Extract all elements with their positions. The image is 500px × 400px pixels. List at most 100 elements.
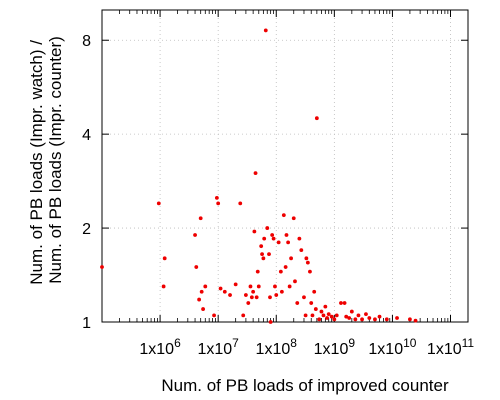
data-point bbox=[295, 301, 300, 305]
data-point bbox=[342, 301, 347, 305]
data-point bbox=[317, 317, 322, 322]
data-point bbox=[262, 236, 267, 241]
y-tick-label: 1 bbox=[82, 315, 91, 332]
data-point bbox=[334, 313, 339, 318]
data-point bbox=[260, 252, 264, 257]
data-point bbox=[259, 244, 264, 249]
data-point bbox=[276, 240, 281, 245]
data-point bbox=[228, 293, 232, 297]
data-point bbox=[162, 256, 167, 261]
data-point bbox=[214, 195, 219, 200]
y-tick-label: 2 bbox=[82, 221, 91, 238]
data-point bbox=[161, 284, 166, 289]
data-point bbox=[222, 289, 227, 294]
data-point bbox=[377, 314, 382, 319]
data-point bbox=[267, 252, 271, 257]
data-point bbox=[353, 317, 358, 322]
data-point bbox=[268, 320, 273, 324]
data-point bbox=[201, 307, 205, 311]
data-point bbox=[265, 226, 270, 230]
data-point bbox=[310, 313, 315, 318]
data-point bbox=[339, 301, 343, 305]
data-point bbox=[293, 279, 297, 284]
data-point bbox=[384, 317, 389, 322]
data-point bbox=[287, 284, 292, 289]
x-tick-label: 1x109 bbox=[314, 336, 356, 358]
data-point bbox=[249, 295, 254, 300]
data-point bbox=[321, 313, 326, 318]
data-point bbox=[243, 293, 248, 297]
data-point bbox=[156, 201, 161, 206]
data-point bbox=[253, 171, 258, 176]
data-point bbox=[299, 248, 304, 252]
data-point bbox=[305, 260, 310, 265]
data-point bbox=[356, 313, 361, 318]
data-point bbox=[289, 256, 293, 261]
data-point bbox=[284, 233, 289, 237]
y-axis-title: Num. of PB loads (Impr. watch) / Num. of… bbox=[27, 35, 65, 284]
data-point bbox=[279, 289, 284, 294]
data-point bbox=[252, 229, 257, 234]
data-point bbox=[197, 297, 202, 302]
data-point bbox=[303, 313, 308, 318]
data-point bbox=[251, 289, 256, 294]
y-axis-title-line-1: Num. of PB loads (Impr. watch) / bbox=[27, 40, 46, 285]
data-point bbox=[198, 216, 203, 221]
data-point bbox=[329, 314, 334, 319]
data-point bbox=[302, 295, 306, 300]
x-axis-title: Num. of PB loads of improved counter bbox=[161, 376, 449, 395]
data-point bbox=[367, 316, 372, 320]
data-point bbox=[273, 284, 277, 289]
data-point bbox=[199, 289, 204, 294]
y-axis-title-line-2: Num. of PB loads (Impr. counter) bbox=[46, 36, 65, 284]
data-point bbox=[261, 256, 266, 261]
data-point bbox=[255, 269, 260, 274]
data-point bbox=[347, 316, 352, 320]
data-point bbox=[194, 265, 199, 269]
data-point bbox=[291, 216, 296, 221]
data-point bbox=[344, 314, 349, 319]
data-point bbox=[256, 284, 261, 289]
data-point bbox=[268, 295, 272, 300]
data-point bbox=[278, 269, 283, 274]
data-point bbox=[408, 317, 412, 322]
data-point bbox=[360, 317, 364, 322]
data-point bbox=[286, 240, 291, 245]
data-point bbox=[246, 301, 251, 305]
data-point bbox=[308, 269, 312, 274]
data-point bbox=[263, 28, 268, 33]
data-point bbox=[100, 265, 104, 269]
data-point bbox=[319, 309, 324, 314]
data-point bbox=[241, 313, 246, 318]
x-tick-label: 1x1011 bbox=[427, 336, 474, 358]
x-tick-label: 1x107 bbox=[197, 336, 239, 358]
data-point bbox=[313, 307, 318, 311]
data-point bbox=[254, 295, 259, 300]
grid-lines bbox=[102, 10, 468, 322]
data-point bbox=[233, 282, 238, 287]
data-point bbox=[332, 317, 337, 322]
x-tick-labels: 1x106 1x107 1x108 1x109 1x1010 1x1011 bbox=[139, 336, 474, 358]
data-point bbox=[373, 317, 377, 322]
data-point bbox=[283, 265, 288, 269]
data-point bbox=[274, 293, 279, 297]
data-point bbox=[314, 116, 319, 121]
data-point bbox=[248, 284, 253, 289]
y-tick-labels: 1 2 4 8 bbox=[82, 33, 91, 332]
data-point bbox=[413, 318, 418, 323]
data-point bbox=[218, 286, 223, 291]
data-point bbox=[203, 284, 208, 289]
data-point bbox=[193, 233, 197, 237]
data-point bbox=[238, 201, 243, 206]
x-tick-label: 1x108 bbox=[256, 336, 298, 358]
y-tick-label: 4 bbox=[82, 127, 91, 144]
x-tick-label: 1x1010 bbox=[368, 336, 416, 358]
data-point bbox=[309, 301, 314, 305]
data-point bbox=[270, 233, 275, 237]
data-point bbox=[281, 213, 286, 218]
data-point bbox=[312, 289, 317, 294]
data-point bbox=[216, 201, 221, 206]
major-ticks bbox=[102, 10, 468, 323]
data-point bbox=[349, 309, 354, 314]
